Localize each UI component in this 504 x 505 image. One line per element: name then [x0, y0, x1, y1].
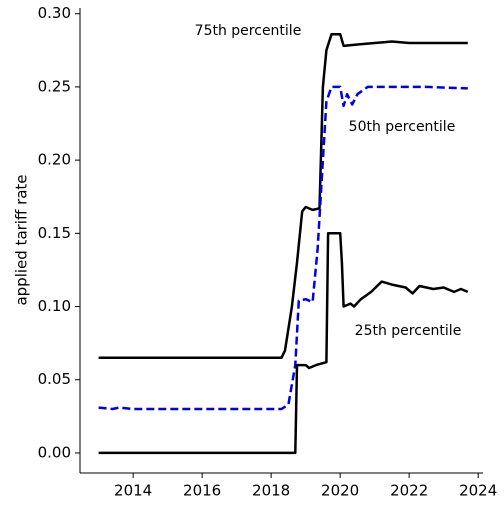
y-tick-label: 0.25: [38, 77, 71, 95]
y-axis-label: applied tariff rate: [13, 174, 31, 305]
y-tick-label: 0.00: [38, 443, 71, 461]
y-tick-label: 0.15: [38, 224, 71, 242]
series-label: 75th percentile: [195, 23, 302, 39]
line: [98, 32, 468, 360]
line: [98, 85, 468, 411]
x-tick-label: 2020: [321, 482, 359, 500]
y-tick-label: 0.30: [38, 4, 71, 22]
y-tick-label: 0.05: [38, 370, 71, 388]
x-tick-label: 2022: [390, 482, 428, 500]
x-tick-label: 2014: [114, 482, 152, 500]
x-tick-label: 2024: [459, 482, 497, 500]
line: [98, 232, 469, 455]
y-tick-label: 0.10: [38, 297, 71, 315]
x-tick-label: 2018: [252, 482, 290, 500]
series-label: 50th percentile: [349, 119, 456, 135]
series-label: 25th percentile: [355, 323, 462, 339]
x-tick-label: 2016: [183, 482, 221, 500]
y-tick-label: 0.20: [38, 151, 71, 169]
